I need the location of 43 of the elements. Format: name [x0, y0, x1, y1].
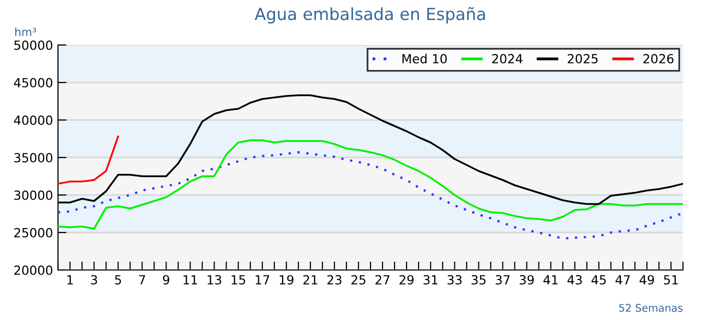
x-tick-label: 7: [139, 275, 146, 284]
legend-label: 2024: [492, 54, 522, 64]
x-tick-label: 5: [115, 275, 121, 285]
x-tick-label: 37: [496, 275, 510, 285]
y-axis-title: hm³: [15, 27, 36, 36]
x-tick-label: 33: [448, 275, 462, 285]
x-tick-label: 41: [543, 275, 558, 284]
x-tick-label: 17: [256, 275, 270, 284]
legend-label: 2026: [643, 54, 674, 64]
line-series: [58, 136, 119, 185]
x-tick-label: 27: [375, 275, 390, 284]
x-tick-label: 47: [616, 275, 630, 284]
legend-label: 2025: [568, 54, 598, 64]
x-tick-label: 35: [472, 275, 486, 285]
x-tick-label: 29: [400, 275, 414, 285]
x-tick-label: 11: [184, 275, 198, 284]
x-tick-label: 43: [567, 275, 582, 285]
y-tick-label: 50000: [14, 40, 52, 50]
x-tick-label: 21: [303, 275, 318, 284]
x-tick-label: 51: [664, 275, 678, 285]
y-tick-label: 35000: [14, 152, 52, 162]
chart-title: Agua embalsada en España: [254, 7, 485, 24]
x-tick-label: 15: [232, 275, 246, 285]
x-tick-label: 49: [640, 275, 654, 285]
y-tick-label: 25000: [14, 228, 52, 238]
x-tick-label: 39: [520, 275, 534, 285]
x-tick-label: 1: [67, 275, 73, 284]
x-tick-label: 45: [592, 275, 606, 285]
x-tick-label: 13: [208, 275, 222, 285]
y-tick-label: 45000: [14, 78, 52, 88]
x-axis-title: 52 Semanas: [619, 304, 682, 312]
x-tick-label: 3: [91, 275, 98, 285]
legend-label: Med 10: [402, 54, 447, 64]
y-tick-label: 30000: [14, 190, 52, 200]
x-tick-label: 31: [424, 275, 438, 285]
line-series: [58, 151, 683, 240]
x-tick-label: 9: [162, 275, 170, 285]
x-tick-label: 19: [280, 275, 294, 285]
y-tick-label: 40000: [14, 115, 52, 125]
x-tick-label: 23: [327, 275, 342, 285]
line-series: [58, 139, 683, 230]
x-tick-label: 25: [351, 275, 366, 285]
y-tick-label: 20000: [14, 265, 52, 275]
